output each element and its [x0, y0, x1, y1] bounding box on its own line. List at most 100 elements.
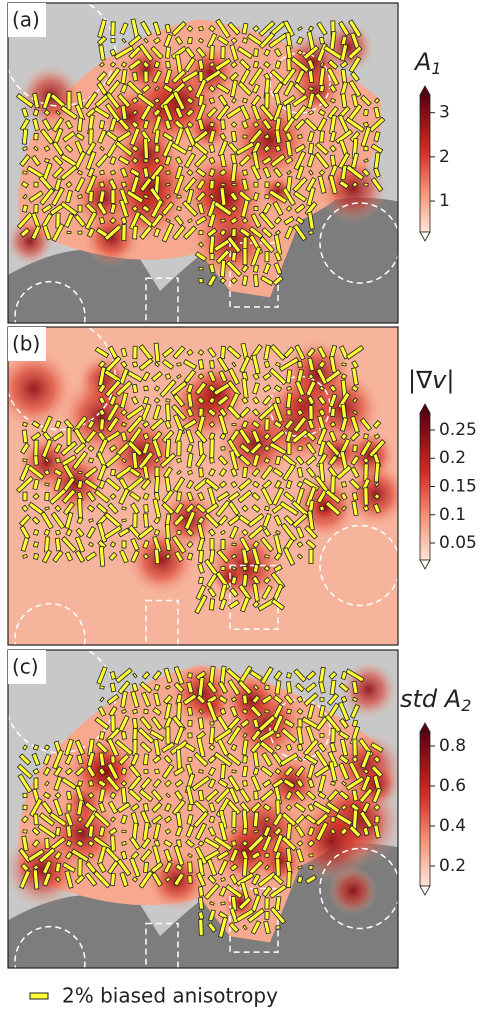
anisotropy-bar — [281, 453, 297, 468]
anisotropy-bar — [197, 717, 205, 730]
anisotropy-bar — [314, 812, 330, 827]
anisotropy-bar — [207, 778, 217, 789]
anisotropy-bar — [296, 408, 304, 416]
anisotropy-bar — [219, 187, 227, 207]
anisotropy-bar — [151, 716, 163, 731]
anisotropy-bar — [271, 873, 285, 886]
anisotropy-bar — [373, 131, 381, 143]
anisotropy-bar — [76, 799, 84, 816]
anisotropy-bar — [253, 684, 259, 691]
anisotropy-bar — [297, 361, 303, 368]
anisotropy-bar — [328, 761, 338, 782]
anisotropy-bar — [153, 683, 161, 692]
anisotropy-bar — [274, 145, 282, 153]
anisotropy-bar — [317, 440, 327, 457]
anisotropy-bar — [207, 826, 217, 837]
anisotropy-bar — [351, 93, 359, 108]
anisotropy-bar — [171, 535, 187, 554]
anisotropy-bar — [275, 529, 281, 535]
anisotropy-bar — [103, 224, 123, 242]
anisotropy-bar — [283, 766, 295, 777]
anisotropy-bar — [198, 26, 204, 32]
anisotropy-bar — [175, 826, 183, 837]
anisotropy-bar — [197, 491, 205, 502]
anisotropy-bar — [292, 223, 308, 242]
anisotropy-bar — [348, 79, 362, 98]
anisotropy-bar — [286, 442, 292, 455]
anisotropy-bar — [185, 528, 195, 537]
anisotropy-bar — [293, 190, 307, 203]
anisotropy-bar — [230, 895, 238, 912]
anisotropy-bar — [269, 884, 287, 899]
anisotropy-bar — [296, 397, 304, 404]
anisotropy-bar — [329, 679, 337, 696]
anisotropy-bar — [110, 189, 116, 204]
anisotropy-bar — [187, 732, 193, 739]
anisotropy-bar — [83, 91, 99, 110]
anisotropy-bar — [139, 681, 153, 694]
anisotropy-bar — [153, 839, 161, 847]
anisotropy-bar — [98, 396, 106, 405]
anisotropy-bar — [152, 108, 162, 117]
anisotropy-bar — [226, 345, 242, 360]
anisotropy-bar — [41, 203, 53, 214]
anisotropy-bar — [208, 129, 216, 144]
anisotropy-bar — [164, 373, 172, 380]
anisotropy-bar — [264, 194, 270, 200]
anisotropy-bar — [32, 529, 40, 536]
anisotropy-bar — [42, 224, 52, 241]
anisotropy-bar — [51, 116, 65, 133]
anisotropy-bar — [325, 801, 341, 814]
anisotropy-bar — [229, 216, 239, 225]
anisotropy-bar — [274, 181, 282, 188]
anisotropy-bar — [294, 765, 306, 778]
anisotropy-bar — [362, 121, 370, 128]
anisotropy-bar — [186, 443, 194, 453]
anisotropy-bar — [137, 727, 155, 744]
anisotropy-bar — [161, 222, 175, 243]
anisotropy-bar — [32, 864, 40, 871]
anisotropy-bar — [373, 493, 381, 500]
anisotropy-bar — [262, 166, 272, 179]
anisotropy-bar — [329, 144, 337, 153]
legend: 2% biased anisotropy — [29, 984, 278, 1008]
anisotropy-bar — [181, 200, 199, 217]
anisotropy-bar — [248, 859, 264, 876]
anisotropy-bar — [53, 477, 63, 492]
anisotropy-bar — [250, 801, 262, 814]
anisotropy-bar — [127, 775, 143, 792]
anisotropy-bar — [291, 428, 309, 444]
anisotropy-bar — [130, 549, 140, 563]
anisotropy-bar — [142, 396, 150, 405]
anisotropy-bar — [242, 247, 248, 266]
anisotropy-bar — [120, 61, 128, 68]
anisotropy-bar — [173, 666, 185, 685]
anisotropy-bar — [207, 370, 217, 383]
anisotropy-bar — [213, 727, 233, 744]
anisotropy-bar — [127, 788, 143, 803]
anisotropy-bar — [163, 694, 173, 705]
anisotropy-bar — [106, 737, 120, 757]
anisotropy-bar — [259, 788, 275, 803]
anisotropy-bar — [32, 478, 40, 491]
anisotropy-bar — [207, 766, 217, 777]
anisotropy-bar — [252, 264, 260, 273]
anisotropy-bar — [349, 704, 361, 719]
anisotropy-bar — [239, 443, 251, 454]
anisotropy-bar — [194, 381, 208, 396]
anisotropy-bar — [308, 405, 314, 420]
anisotropy-bar — [130, 803, 140, 812]
anisotropy-bar — [345, 776, 365, 791]
anisotropy-bar — [359, 417, 373, 432]
anisotropy-bar — [74, 766, 86, 777]
anisotropy-bar — [282, 116, 296, 133]
anisotropy-bar — [106, 416, 120, 433]
anisotropy-bar — [175, 156, 183, 165]
anisotropy-bar — [261, 752, 273, 767]
anisotropy-bar — [131, 71, 139, 82]
anisotropy-bar — [338, 790, 350, 801]
colorbar-extend — [419, 231, 431, 242]
anisotropy-bar — [194, 251, 208, 262]
anisotropy-bar — [65, 528, 73, 537]
